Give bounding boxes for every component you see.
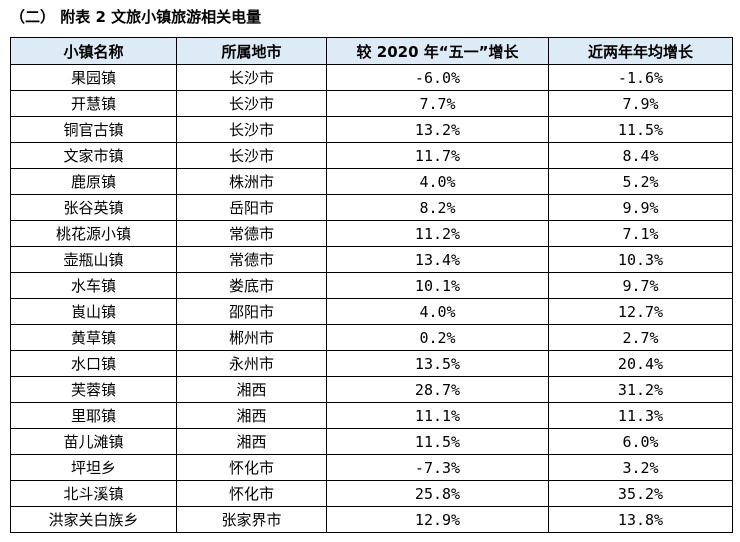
city-cell: 怀化市	[176, 454, 327, 481]
town-name-cell: 黄草镇	[10, 324, 177, 351]
column-header-avg-growth: 近两年年均增长	[548, 37, 733, 65]
table-row: 崀山镇 邵阳市 4.0% 12.7%	[10, 298, 733, 325]
growth-vs-2020-cell: 25.8%	[326, 480, 549, 507]
avg-growth-cell: 5.2%	[548, 168, 733, 195]
city-cell: 长沙市	[176, 90, 327, 117]
avg-growth-cell: 7.9%	[548, 90, 733, 117]
avg-growth-cell: -1.6%	[548, 64, 733, 91]
town-name-cell: 张谷英镇	[10, 194, 177, 221]
column-header-city: 所属地市	[176, 37, 327, 65]
town-name-cell: 壶瓶山镇	[10, 246, 177, 273]
town-name-cell: 芙蓉镇	[10, 376, 177, 403]
growth-vs-2020-cell: 0.2%	[326, 324, 549, 351]
table-row: 桃花源小镇 常德市 11.2% 7.1%	[10, 220, 733, 247]
growth-vs-2020-cell: -6.0%	[326, 64, 549, 91]
table-row: 壶瓶山镇 常德市 13.4% 10.3%	[10, 246, 733, 273]
growth-vs-2020-cell: 13.4%	[326, 246, 549, 273]
avg-growth-cell: 9.9%	[548, 194, 733, 221]
city-cell: 常德市	[176, 246, 327, 273]
town-name-cell: 开慧镇	[10, 90, 177, 117]
growth-vs-2020-cell: 11.1%	[326, 402, 549, 429]
growth-vs-2020-cell: 11.5%	[326, 428, 549, 455]
column-header-town: 小镇名称	[10, 37, 177, 65]
avg-growth-cell: 8.4%	[548, 142, 733, 169]
city-cell: 长沙市	[176, 64, 327, 91]
avg-growth-cell: 7.1%	[548, 220, 733, 247]
table-row: 里耶镇 湘西 11.1% 11.3%	[10, 402, 733, 429]
avg-growth-cell: 11.3%	[548, 402, 733, 429]
table-caption: （二） 附表 2 文旅小镇旅游相关电量	[10, 8, 262, 26]
growth-vs-2020-cell: 7.7%	[326, 90, 549, 117]
growth-vs-2020-cell: 8.2%	[326, 194, 549, 221]
city-cell: 湘西	[176, 402, 327, 429]
growth-vs-2020-cell: 28.7%	[326, 376, 549, 403]
table-row: 水口镇 永州市 13.5% 20.4%	[10, 350, 733, 377]
city-cell: 岳阳市	[176, 194, 327, 221]
city-cell: 怀化市	[176, 480, 327, 507]
table-row: 果园镇 长沙市 -6.0% -1.6%	[10, 64, 733, 91]
table-row: 芙蓉镇 湘西 28.7% 31.2%	[10, 376, 733, 403]
town-name-cell: 水车镇	[10, 272, 177, 299]
growth-vs-2020-cell: 4.0%	[326, 168, 549, 195]
city-cell: 永州市	[176, 350, 327, 377]
city-cell: 邵阳市	[176, 298, 327, 325]
table-body: 果园镇 长沙市 -6.0% -1.6% 开慧镇 长沙市 7.7% 7.9% 铜官古镇 长沙市 13.…	[10, 64, 733, 533]
table-row: 水车镇 娄底市 10.1% 9.7%	[10, 272, 733, 299]
avg-growth-cell: 12.7%	[548, 298, 733, 325]
city-cell: 常德市	[176, 220, 327, 247]
city-cell: 张家界市	[176, 506, 327, 533]
city-cell: 长沙市	[176, 142, 327, 169]
town-name-cell: 果园镇	[10, 64, 177, 91]
city-cell: 株洲市	[176, 168, 327, 195]
table-header-row: 小镇名称 所属地市 较 2020 年“五一”增长 近两年年均增长	[10, 37, 733, 65]
table-row: 铜官古镇 长沙市 13.2% 11.5%	[10, 116, 733, 143]
town-name-cell: 铜官古镇	[10, 116, 177, 143]
table-row: 苗儿滩镇 湘西 11.5% 6.0%	[10, 428, 733, 455]
growth-vs-2020-cell: 12.9%	[326, 506, 549, 533]
town-name-cell: 里耶镇	[10, 402, 177, 429]
avg-growth-cell: 20.4%	[548, 350, 733, 377]
table-row: 张谷英镇 岳阳市 8.2% 9.9%	[10, 194, 733, 221]
town-name-cell: 文家市镇	[10, 142, 177, 169]
avg-growth-cell: 6.0%	[548, 428, 733, 455]
table-row: 鹿原镇 株洲市 4.0% 5.2%	[10, 168, 733, 195]
growth-vs-2020-cell: 13.5%	[326, 350, 549, 377]
avg-growth-cell: 2.7%	[548, 324, 733, 351]
town-name-cell: 洪家关白族乡	[10, 506, 177, 533]
growth-vs-2020-cell: 10.1%	[326, 272, 549, 299]
avg-growth-cell: 35.2%	[548, 480, 733, 507]
avg-growth-cell: 11.5%	[548, 116, 733, 143]
town-name-cell: 崀山镇	[10, 298, 177, 325]
table-row: 开慧镇 长沙市 7.7% 7.9%	[10, 90, 733, 117]
avg-growth-cell: 9.7%	[548, 272, 733, 299]
column-header-growth-vs-2020: 较 2020 年“五一”增长	[326, 37, 549, 65]
table-row: 文家市镇 长沙市 11.7% 8.4%	[10, 142, 733, 169]
city-cell: 湘西	[176, 428, 327, 455]
city-cell: 湘西	[176, 376, 327, 403]
growth-vs-2020-cell: 4.0%	[326, 298, 549, 325]
town-name-cell: 水口镇	[10, 350, 177, 377]
growth-vs-2020-cell: 11.7%	[326, 142, 549, 169]
city-cell: 长沙市	[176, 116, 327, 143]
town-name-cell: 苗儿滩镇	[10, 428, 177, 455]
city-cell: 郴州市	[176, 324, 327, 351]
table-row: 北斗溪镇 怀化市 25.8% 35.2%	[10, 480, 733, 507]
growth-vs-2020-cell: -7.3%	[326, 454, 549, 481]
avg-growth-cell: 3.2%	[548, 454, 733, 481]
town-name-cell: 北斗溪镇	[10, 480, 177, 507]
town-name-cell: 鹿原镇	[10, 168, 177, 195]
city-cell: 娄底市	[176, 272, 327, 299]
avg-growth-cell: 13.8%	[548, 506, 733, 533]
growth-vs-2020-cell: 13.2%	[326, 116, 549, 143]
growth-vs-2020-cell: 11.2%	[326, 220, 549, 247]
avg-growth-cell: 10.3%	[548, 246, 733, 273]
avg-growth-cell: 31.2%	[548, 376, 733, 403]
table-row: 坪坦乡 怀化市 -7.3% 3.2%	[10, 454, 733, 481]
table-row: 洪家关白族乡 张家界市 12.9% 13.8%	[10, 506, 733, 533]
table-row: 黄草镇 郴州市 0.2% 2.7%	[10, 324, 733, 351]
town-name-cell: 桃花源小镇	[10, 220, 177, 247]
data-table: 小镇名称 所属地市 较 2020 年“五一”增长 近两年年均增长 果园镇 长沙市 -…	[10, 37, 733, 533]
town-name-cell: 坪坦乡	[10, 454, 177, 481]
